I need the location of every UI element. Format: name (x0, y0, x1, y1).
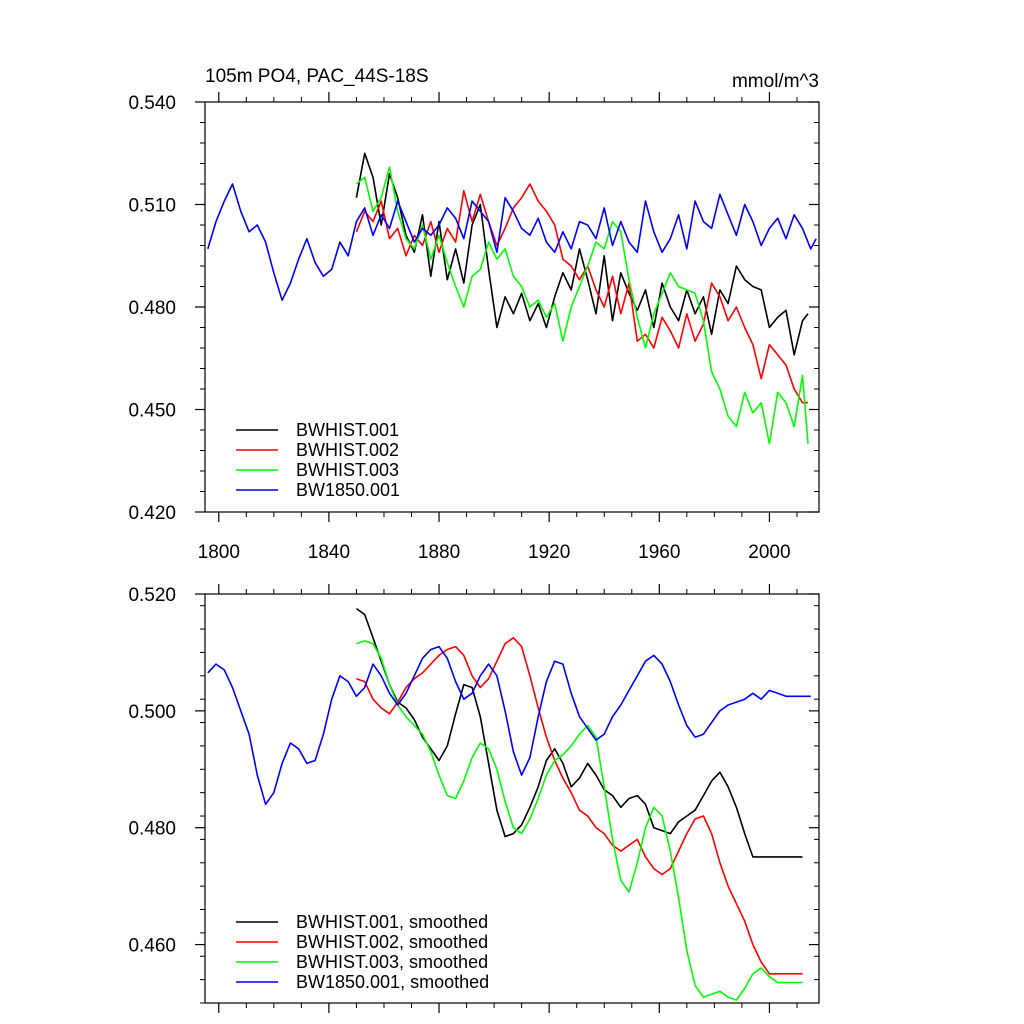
bottom-y-tick-label: 0.460 (128, 936, 176, 957)
top-series-line-2 (355, 183, 808, 404)
bottom-legend-label-4: BW1850.001, smoothed (296, 972, 489, 992)
top-y-tick-label: 0.450 (128, 401, 176, 422)
top-x-tick-label: 1920 (528, 542, 570, 563)
bottom-series-line-2 (356, 637, 803, 975)
top-legend-label-4: BW1850.001 (296, 480, 400, 500)
top-legend-label-2: BWHIST.002 (296, 440, 399, 460)
bottom-series-line-3 (356, 639, 803, 1001)
bottom-legend-label-1: BWHIST.001, smoothed (296, 912, 488, 932)
top-y-tick-label: 0.510 (128, 196, 176, 217)
top-chart-units: mmol/m^3 (732, 71, 819, 92)
bottom-y-tick-label: 0.480 (128, 819, 176, 840)
top-x-tick-label: 1840 (308, 542, 350, 563)
top-y-tick-label: 0.420 (128, 503, 176, 524)
bottom-plot-frame (204, 593, 820, 1004)
bottom-y-tick-label: 0.520 (128, 585, 176, 606)
bottom-chart: 0.460 0.480 0.500 0.520 BWHIST.001, smoothed… (128, 584, 820, 1013)
top-x-tick-label: 2000 (748, 542, 790, 563)
top-series-group (207, 152, 817, 445)
top-chart: 105m PO4, PAC_44S-18S mmol/m^3 1800 1840 1… (128, 66, 820, 563)
top-legend-label-1: BWHIST.001 (296, 420, 399, 440)
bottom-y-tick-label: 0.500 (128, 702, 176, 723)
top-series-line-3 (355, 166, 809, 445)
top-legend-label-3: BWHIST.003 (296, 460, 399, 480)
top-y-tick-label: 0.480 (128, 298, 176, 319)
top-chart-title: 105m PO4, PAC_44S-18S (205, 66, 429, 87)
top-y-tick-label: 0.540 (128, 93, 176, 114)
bottom-series-line-1 (355, 607, 803, 858)
bottom-series-group (207, 607, 811, 1001)
bottom-legend-label-3: BWHIST.003, smoothed (296, 952, 488, 972)
top-x-tick-label: 1960 (638, 542, 680, 563)
top-x-tick-label: 1800 (198, 542, 240, 563)
top-series-line-1 (355, 152, 809, 356)
bottom-legend-label-2: BWHIST.002, smoothed (296, 932, 488, 952)
top-series-line-4 (207, 183, 817, 301)
top-x-tick-label: 1880 (418, 542, 460, 563)
bottom-series-line-4 (207, 645, 811, 806)
